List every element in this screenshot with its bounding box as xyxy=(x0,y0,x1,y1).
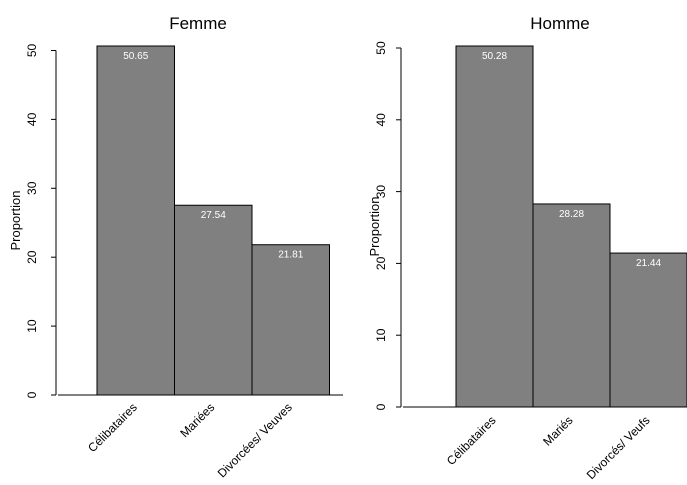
data-label: 27.54 xyxy=(201,210,226,221)
y-tick-label: 20 xyxy=(25,250,39,264)
y-tick-label: 20 xyxy=(374,256,388,270)
chart-title: Femme xyxy=(169,14,227,33)
data-label: 50.65 xyxy=(123,51,148,62)
y-axis-label: Proportion xyxy=(367,197,382,257)
category-label: Célibataires xyxy=(85,400,140,455)
data-label: 21.81 xyxy=(278,250,303,261)
bar-1 xyxy=(174,204,253,396)
bar-2 xyxy=(609,252,687,408)
category-label: Mariées xyxy=(177,400,217,440)
y-tick-label: 50 xyxy=(25,43,39,57)
bar-0 xyxy=(455,45,534,408)
bar-0 xyxy=(96,45,175,396)
y-tick-label: 10 xyxy=(25,319,39,333)
y-tick-label: 30 xyxy=(374,185,388,199)
category-label: Divorcés/ Veufs xyxy=(584,413,653,482)
category-label: Mariés xyxy=(540,413,575,448)
chart-panel-1: Homme Proportion 0 10 20 30 40 50 50.28 Célibatai… xyxy=(367,14,687,482)
y-tick-label: 10 xyxy=(374,328,388,342)
y-axis-label: Proportion xyxy=(8,191,23,251)
y-tick-label: 50 xyxy=(374,41,388,55)
data-label: 28.28 xyxy=(559,209,584,220)
bar-2 xyxy=(251,244,330,396)
y-tick-label: 30 xyxy=(25,181,39,195)
category-label: Divorcées/ Veuves xyxy=(215,400,295,480)
category-label: Célibataires xyxy=(444,413,499,468)
data-label: 21.44 xyxy=(636,258,661,269)
y-tick-label: 0 xyxy=(374,403,388,410)
y-tick-label: 40 xyxy=(374,113,388,127)
bar-1 xyxy=(532,203,611,408)
y-tick-label: 40 xyxy=(25,112,39,126)
chart-panel-0: Femme Proportion 0 10 20 30 40 50 50.65 Célibatai… xyxy=(8,14,343,480)
data-label: 50.28 xyxy=(482,51,507,62)
y-tick-label: 0 xyxy=(25,391,39,398)
chart-title: Homme xyxy=(530,14,590,33)
